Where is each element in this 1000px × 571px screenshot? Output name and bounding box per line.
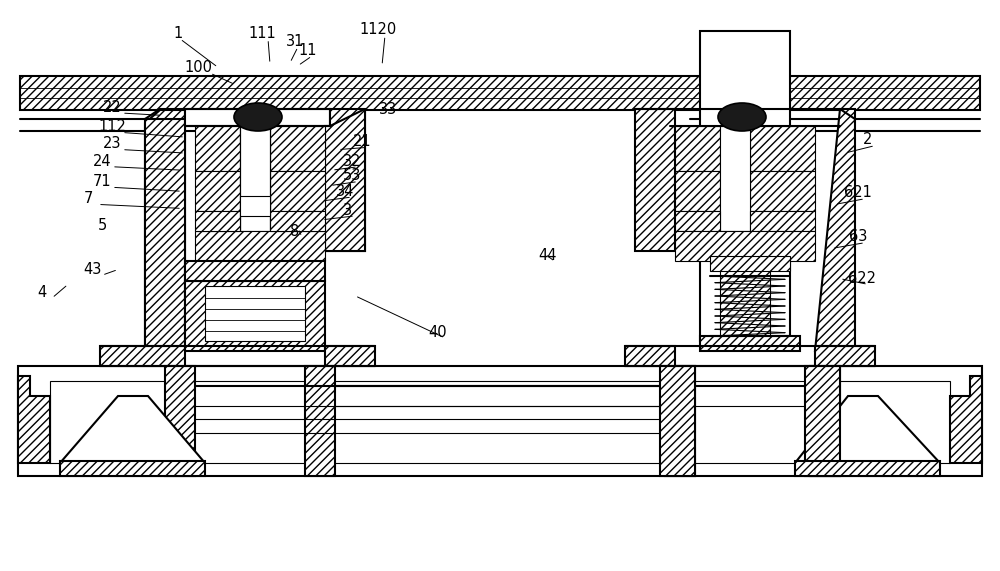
Bar <box>720 261 770 341</box>
Polygon shape <box>815 109 855 351</box>
Polygon shape <box>805 366 840 476</box>
Polygon shape <box>60 396 205 463</box>
Text: 24: 24 <box>93 154 111 168</box>
Text: 4: 4 <box>37 285 47 300</box>
Bar <box>720 126 750 231</box>
Polygon shape <box>810 366 840 476</box>
Polygon shape <box>185 261 325 281</box>
Polygon shape <box>145 110 185 351</box>
Text: 23: 23 <box>103 136 121 151</box>
Polygon shape <box>675 211 720 231</box>
Text: 1120: 1120 <box>359 22 397 37</box>
Bar <box>205 286 305 341</box>
Bar <box>700 31 790 341</box>
Text: 621: 621 <box>844 186 872 200</box>
Polygon shape <box>795 396 940 463</box>
Polygon shape <box>195 231 325 261</box>
Bar <box>20 76 980 110</box>
Text: 53: 53 <box>343 168 361 183</box>
Polygon shape <box>675 231 815 261</box>
Text: 112: 112 <box>98 119 126 134</box>
Polygon shape <box>270 126 325 171</box>
Polygon shape <box>710 256 790 271</box>
Polygon shape <box>665 366 695 476</box>
Polygon shape <box>325 110 365 251</box>
Text: 2: 2 <box>863 132 873 147</box>
Text: 3: 3 <box>343 203 353 218</box>
Ellipse shape <box>234 103 282 131</box>
Text: 40: 40 <box>429 325 447 340</box>
Text: 11: 11 <box>299 43 317 58</box>
Polygon shape <box>700 336 800 351</box>
Text: 1: 1 <box>173 26 183 41</box>
Polygon shape <box>100 346 185 366</box>
Text: 33: 33 <box>379 102 397 117</box>
Bar <box>795 461 940 476</box>
Polygon shape <box>195 211 240 231</box>
Text: 111: 111 <box>248 26 276 41</box>
Polygon shape <box>750 211 815 231</box>
Polygon shape <box>305 366 335 476</box>
Polygon shape <box>270 171 325 211</box>
Text: 21: 21 <box>353 134 371 149</box>
Text: 43: 43 <box>83 262 101 277</box>
Bar <box>240 126 270 231</box>
Polygon shape <box>195 126 240 171</box>
Text: 71: 71 <box>93 174 111 189</box>
Text: 7: 7 <box>83 191 93 206</box>
Polygon shape <box>325 346 375 366</box>
Polygon shape <box>750 171 815 211</box>
Polygon shape <box>185 109 330 126</box>
Text: 22: 22 <box>103 100 121 115</box>
Text: 8: 8 <box>290 224 300 239</box>
Polygon shape <box>625 346 675 366</box>
Polygon shape <box>660 366 695 476</box>
Polygon shape <box>270 211 325 231</box>
Text: 5: 5 <box>97 218 107 233</box>
Text: 34: 34 <box>336 184 354 199</box>
Polygon shape <box>195 171 240 211</box>
Bar <box>240 196 270 216</box>
Polygon shape <box>145 119 185 351</box>
Polygon shape <box>750 126 815 171</box>
Text: 100: 100 <box>184 60 212 75</box>
Text: 63: 63 <box>849 230 867 244</box>
Polygon shape <box>950 376 982 463</box>
Text: 32: 32 <box>343 154 361 168</box>
Bar <box>60 461 205 476</box>
Bar <box>18 366 982 476</box>
Polygon shape <box>325 109 365 251</box>
Polygon shape <box>675 171 720 211</box>
Text: 622: 622 <box>848 271 876 286</box>
Polygon shape <box>815 346 875 366</box>
Ellipse shape <box>718 103 766 131</box>
Text: 31: 31 <box>286 34 304 49</box>
Polygon shape <box>675 126 720 171</box>
Polygon shape <box>18 376 50 463</box>
Text: 44: 44 <box>539 248 557 263</box>
Polygon shape <box>165 366 195 476</box>
Bar <box>50 381 950 463</box>
Polygon shape <box>185 281 325 351</box>
Polygon shape <box>635 109 675 251</box>
